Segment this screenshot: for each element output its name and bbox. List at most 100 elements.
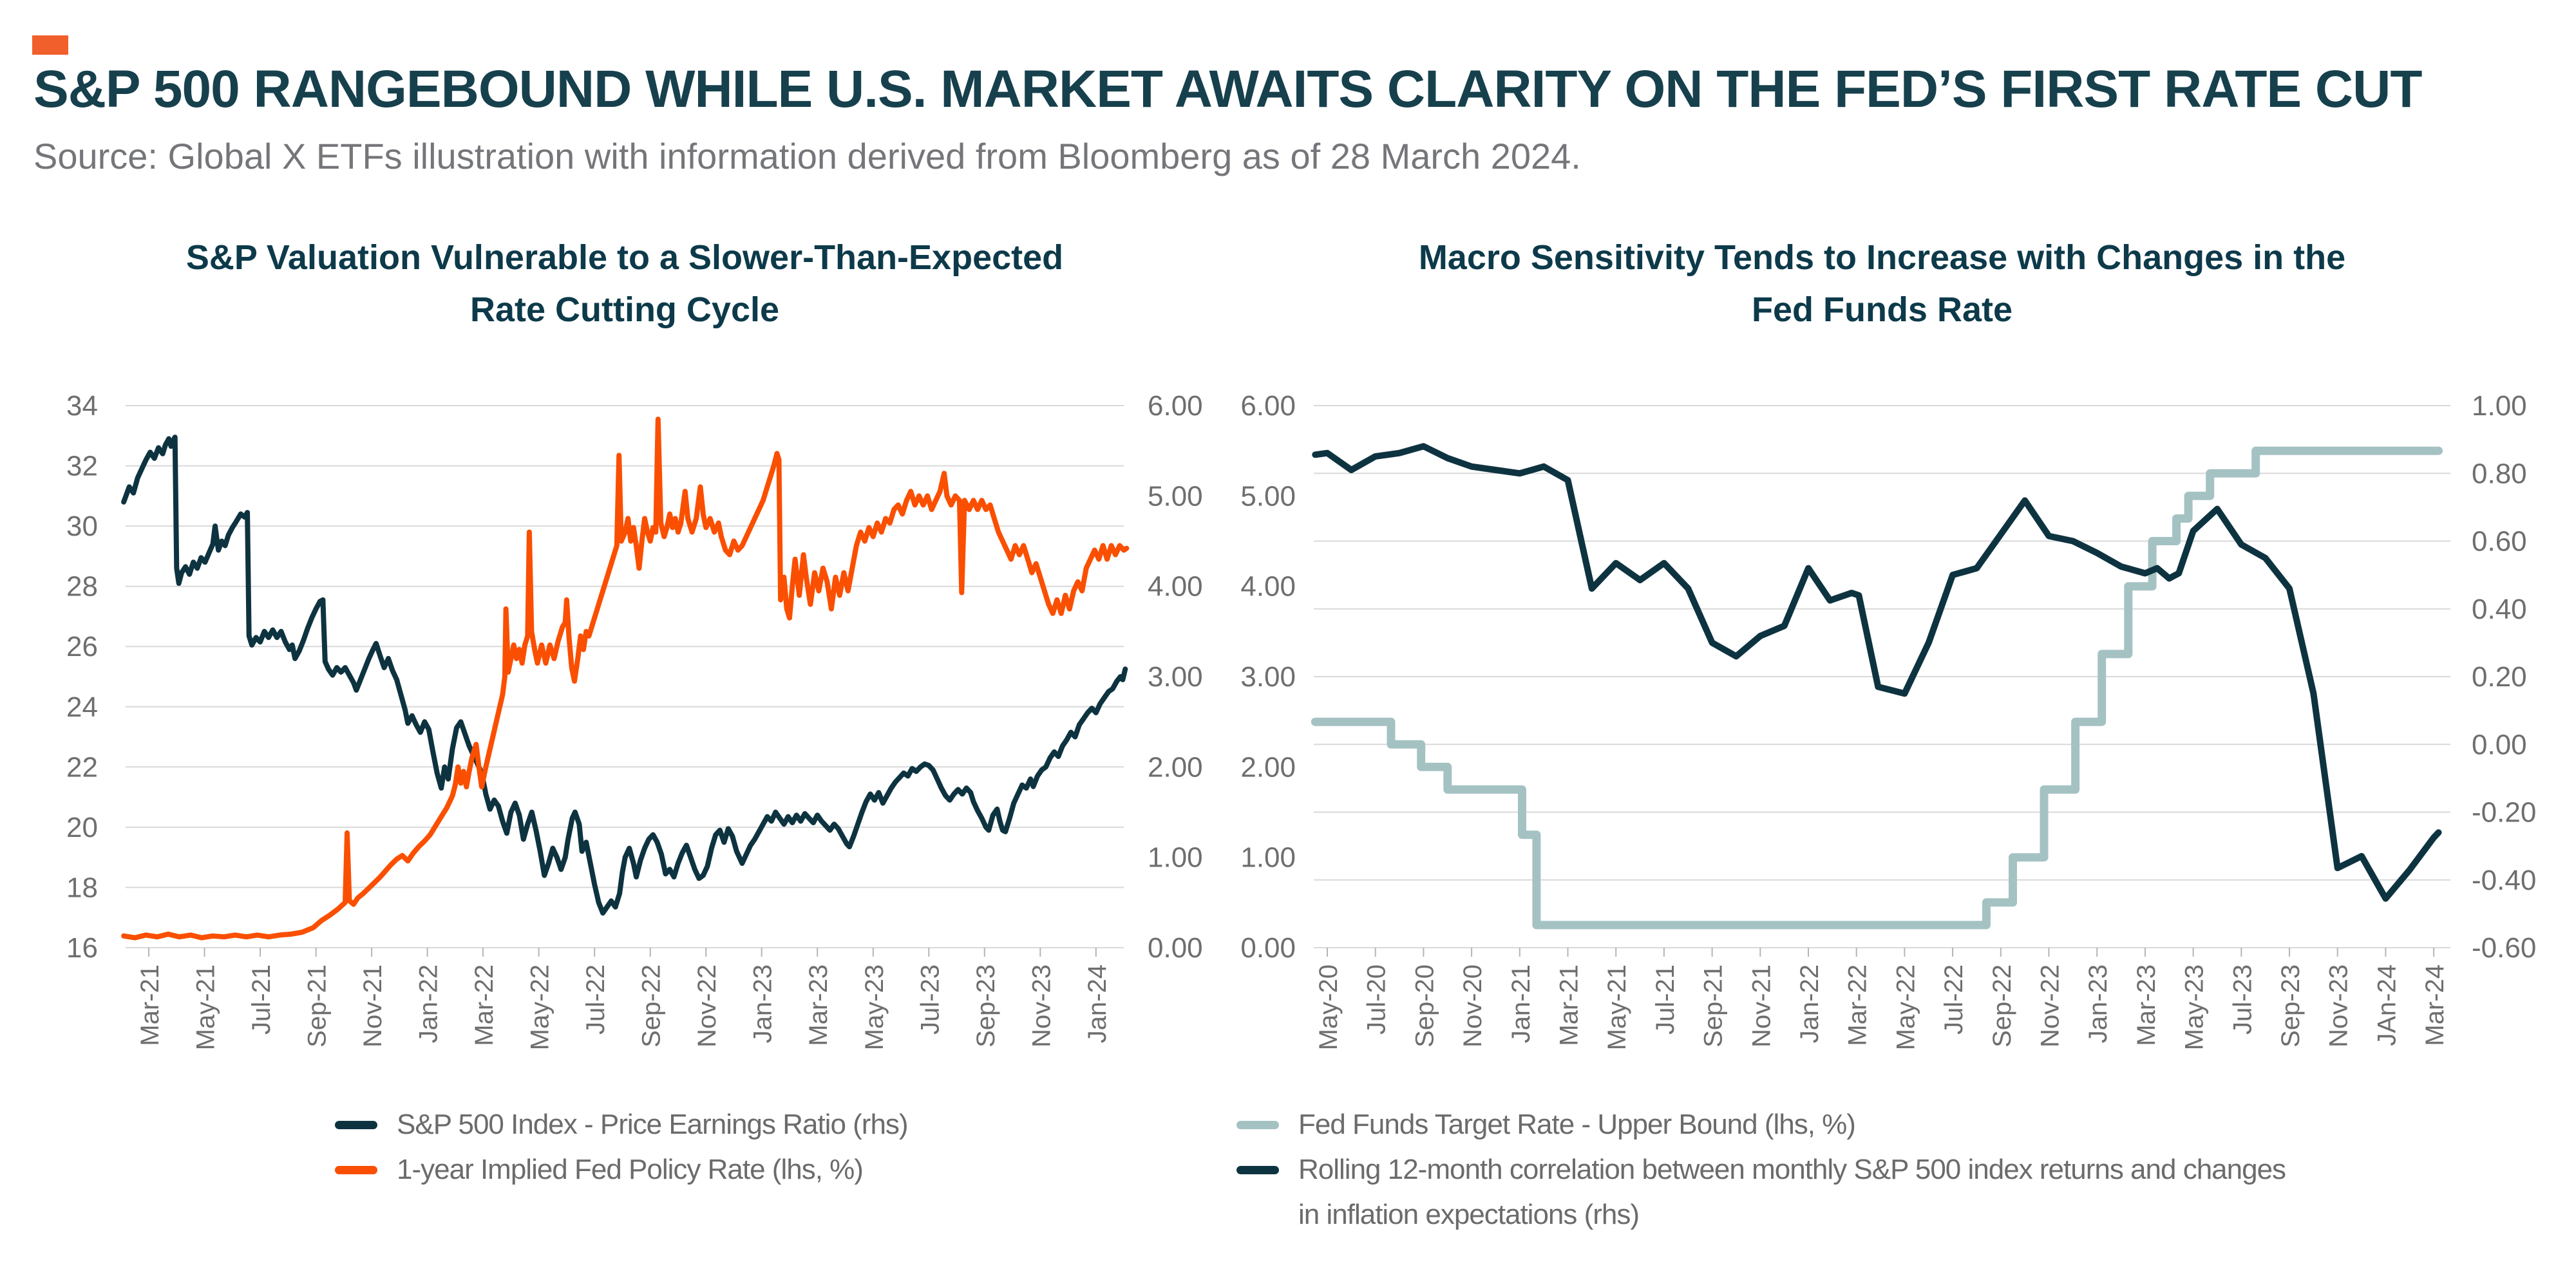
rhs-axis-label: 0.20 [2472, 661, 2527, 693]
x-tick-label: Sep-22 [1988, 964, 2016, 1047]
lhs-axis-label: 32 [66, 451, 98, 482]
x-tick-label: Jul-22 [582, 964, 610, 1035]
x-tick-label: Jan-22 [415, 964, 443, 1043]
x-tick-label: May-21 [192, 964, 220, 1050]
page-title: S&P 500 RANGEBOUND WHILE U.S. MARKET AWA… [33, 60, 2422, 118]
lhs-axis-label: 4.00 [1240, 571, 1296, 603]
x-tick-label: Mar-21 [136, 964, 164, 1046]
legend-row-correlation-cont: in inflation expectations (rhs) [1236, 1192, 2286, 1237]
x-tick-label: Jan-23 [749, 964, 777, 1043]
x-tick-label: Jul-21 [1651, 964, 1680, 1035]
correlation-swatch-icon [1236, 1165, 1279, 1174]
x-tick-label: May-23 [860, 964, 889, 1050]
x-tick-label: Mar-22 [470, 964, 498, 1046]
right-chart-title-line1: Macro Sensitivity Tends to Increase with… [1418, 238, 2346, 277]
lhs-axis-label: 5.00 [1240, 480, 1296, 512]
lhs-axis-label: 24 [66, 691, 98, 723]
x-tick-label: Sep-21 [1700, 964, 1728, 1047]
source-line: Source: Global X ETFs illustration with … [33, 136, 1581, 176]
x-tick-label: Nov-23 [1027, 964, 1056, 1047]
lhs-axis-label: 26 [66, 631, 98, 662]
lhs-axis-label: 16 [66, 932, 98, 964]
rhs-axis-label: 0.40 [2472, 594, 2527, 625]
pe-ratio-swatch-icon [335, 1120, 377, 1129]
series-rolling-correlation [1312, 443, 2442, 902]
x-tick-label: Sep-21 [303, 964, 332, 1047]
lhs-axis-label: 30 [66, 511, 98, 542]
x-tick-label: Jul-20 [1363, 964, 1391, 1035]
lhs-axis-label: 22 [66, 751, 98, 783]
x-tick-label: May-20 [1314, 964, 1343, 1050]
rhs-axis-label: 4.00 [1148, 571, 1203, 603]
legend-row-correlation: Rolling 12-month correlation between mon… [1236, 1147, 2286, 1192]
x-tick-label: Nov-20 [1459, 964, 1487, 1047]
x-tick-label: JAn-24 [2372, 964, 2401, 1046]
x-tick-label: Mar-23 [804, 964, 833, 1046]
legend-row-implied-fed-rate: 1-year Implied Fed Policy Rate (lhs, %) [335, 1147, 908, 1192]
x-tick-label: Mar-23 [2132, 964, 2161, 1046]
brand-accent-square [32, 35, 68, 55]
macro-sensitivity-chart: May-20 Jul-20 Sep-20 Nov-20 Jan-21 Mar-21 May-… [1240, 390, 2536, 1050]
left-chart-legend: S&P 500 Index - Price Earnings Ratio (rh… [335, 1102, 909, 1192]
x-tick-label: Jan-21 [1507, 964, 1535, 1043]
right-chart-legend: Fed Funds Target Rate - Upper Bound (lhs… [1236, 1102, 2286, 1237]
x-tick-label: May-22 [1891, 964, 1920, 1050]
right-chart-title: Macro Sensitivity Tends to Increase with… [1314, 232, 2450, 336]
left-chart-title-line1: S&P Valuation Vulnerable to a Slower-Tha… [185, 238, 1064, 277]
lhs-axis-label: 20 [66, 812, 98, 843]
x-tick-label: Jul-21 [247, 964, 276, 1035]
x-tick-label: Jan-23 [2084, 964, 2112, 1043]
x-tick-label: Sep-23 [972, 964, 1000, 1047]
lhs-axis-label: 18 [66, 872, 98, 903]
series-implied-fed-rate [121, 417, 1130, 941]
rhs-axis-label: 0.00 [1148, 932, 1203, 964]
lhs-axis-label: 1.00 [1240, 842, 1296, 874]
rhs-axis-label: -0.60 [2472, 932, 2536, 964]
x-tick-label: Jul-22 [1940, 964, 1968, 1035]
lhs-axis-label: 0.00 [1240, 932, 1296, 964]
x-tick-label: Mar-22 [1844, 964, 1872, 1046]
implied-fed-rate-legend-label: 1-year Implied Fed Policy Rate (lhs, %) [397, 1154, 864, 1185]
x-tick-label: May-23 [2181, 964, 2209, 1050]
sp-valuation-chart: Mar-21 May-21 Jul-21 Sep-21 Nov-21 Jan-22 Mar-… [66, 390, 1203, 1050]
lhs-axis-label: 6.00 [1240, 390, 1296, 422]
rhs-axis-label: 5.00 [1148, 480, 1203, 512]
lhs-axis-label: 34 [66, 390, 98, 422]
x-tick-label: Sep-23 [2277, 964, 2305, 1047]
legend-row-fed-funds: Fed Funds Target Rate - Upper Bound (lhs… [1236, 1102, 2286, 1147]
rhs-axis-label: 6.00 [1148, 390, 1203, 422]
right-chart-title-line2: Fed Funds Rate [1751, 290, 2013, 329]
x-tick-label: Jul-23 [2228, 964, 2257, 1035]
lhs-axis-label: 2.00 [1240, 751, 1296, 783]
lhs-axis-label: 28 [66, 571, 98, 603]
x-tick-label: Sep-22 [638, 964, 666, 1047]
left-chart-title-line2: Rate Cutting Cycle [469, 290, 780, 329]
rhs-axis-label: 2.00 [1148, 751, 1203, 783]
rhs-axis-label: 3.00 [1148, 661, 1203, 693]
rhs-axis-label: -0.40 [2472, 865, 2536, 896]
rhs-axis-label: -0.20 [2472, 797, 2536, 829]
series-pe-ratio [121, 435, 1128, 916]
x-tick-label: Jan-24 [1083, 964, 1112, 1043]
rhs-axis-label: 1.00 [2472, 390, 2527, 422]
x-tick-label: Sep-20 [1410, 964, 1439, 1047]
x-tick-label: May-22 [526, 964, 554, 1050]
x-tick-label: Jan-22 [1795, 964, 1824, 1043]
x-tick-label: Nov-21 [359, 964, 387, 1047]
x-tick-label: Jul-23 [916, 964, 944, 1035]
correlation-legend-label-line1: Rolling 12-month correlation between mon… [1298, 1154, 2286, 1185]
x-tick-label: Mar-24 [2421, 964, 2449, 1046]
x-tick-label: Nov-21 [1747, 964, 1776, 1047]
correlation-legend-label-line2: in inflation expectations (rhs) [1298, 1199, 1640, 1230]
legend-row-pe-ratio: S&P 500 Index - Price Earnings Ratio (rh… [335, 1102, 909, 1147]
pe-ratio-legend-label: S&P 500 Index - Price Earnings Ratio (rh… [397, 1109, 909, 1140]
fed-funds-swatch-icon [1236, 1120, 1279, 1129]
x-tick-label: Nov-22 [693, 964, 721, 1047]
rhs-axis-label: 1.00 [1148, 842, 1203, 874]
x-tick-label: Mar-21 [1555, 964, 1584, 1046]
left-chart-title: S&P Valuation Vulnerable to a Slower-Tha… [126, 232, 1124, 336]
rhs-axis-label: 0.60 [2472, 526, 2527, 558]
rhs-axis-label: 0.80 [2472, 458, 2527, 489]
implied-fed-rate-swatch-icon [335, 1165, 377, 1174]
